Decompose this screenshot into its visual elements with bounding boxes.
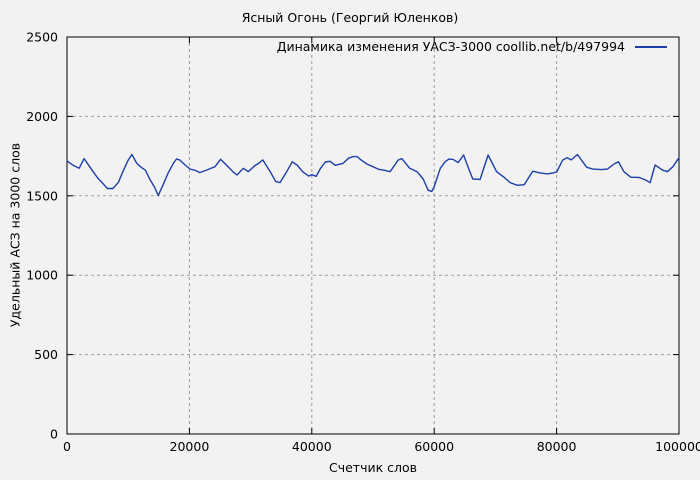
x-tick-label: 20000 [170,439,210,454]
plot-border [66,36,680,435]
y-tick-label: 1500 [26,188,58,203]
y-tick-label: 1000 [26,268,58,283]
legend: Динамика изменения УАСЗ-3000 coollib.net… [277,39,667,54]
y-tick-label: 2000 [26,109,58,124]
chart-title: Ясный Огонь (Георгий Юленков) [241,10,459,25]
x-tick-label: 80000 [537,439,577,454]
x-axis-label: Счетчик слов [329,460,417,475]
y-tick-label: 2500 [26,30,58,45]
y-tick-label: 0 [50,427,58,442]
x-tick-label: 40000 [292,439,332,454]
legend-label: Динамика изменения УАСЗ-3000 coollib.net… [276,39,625,54]
x-tick-label: 0 [63,439,71,454]
x-tick-label: 60000 [414,439,454,454]
y-tick-label: 500 [34,347,58,362]
data-line [66,153,680,197]
x-tick-label: 100000 [655,439,700,454]
legend-line-sample [635,45,667,48]
